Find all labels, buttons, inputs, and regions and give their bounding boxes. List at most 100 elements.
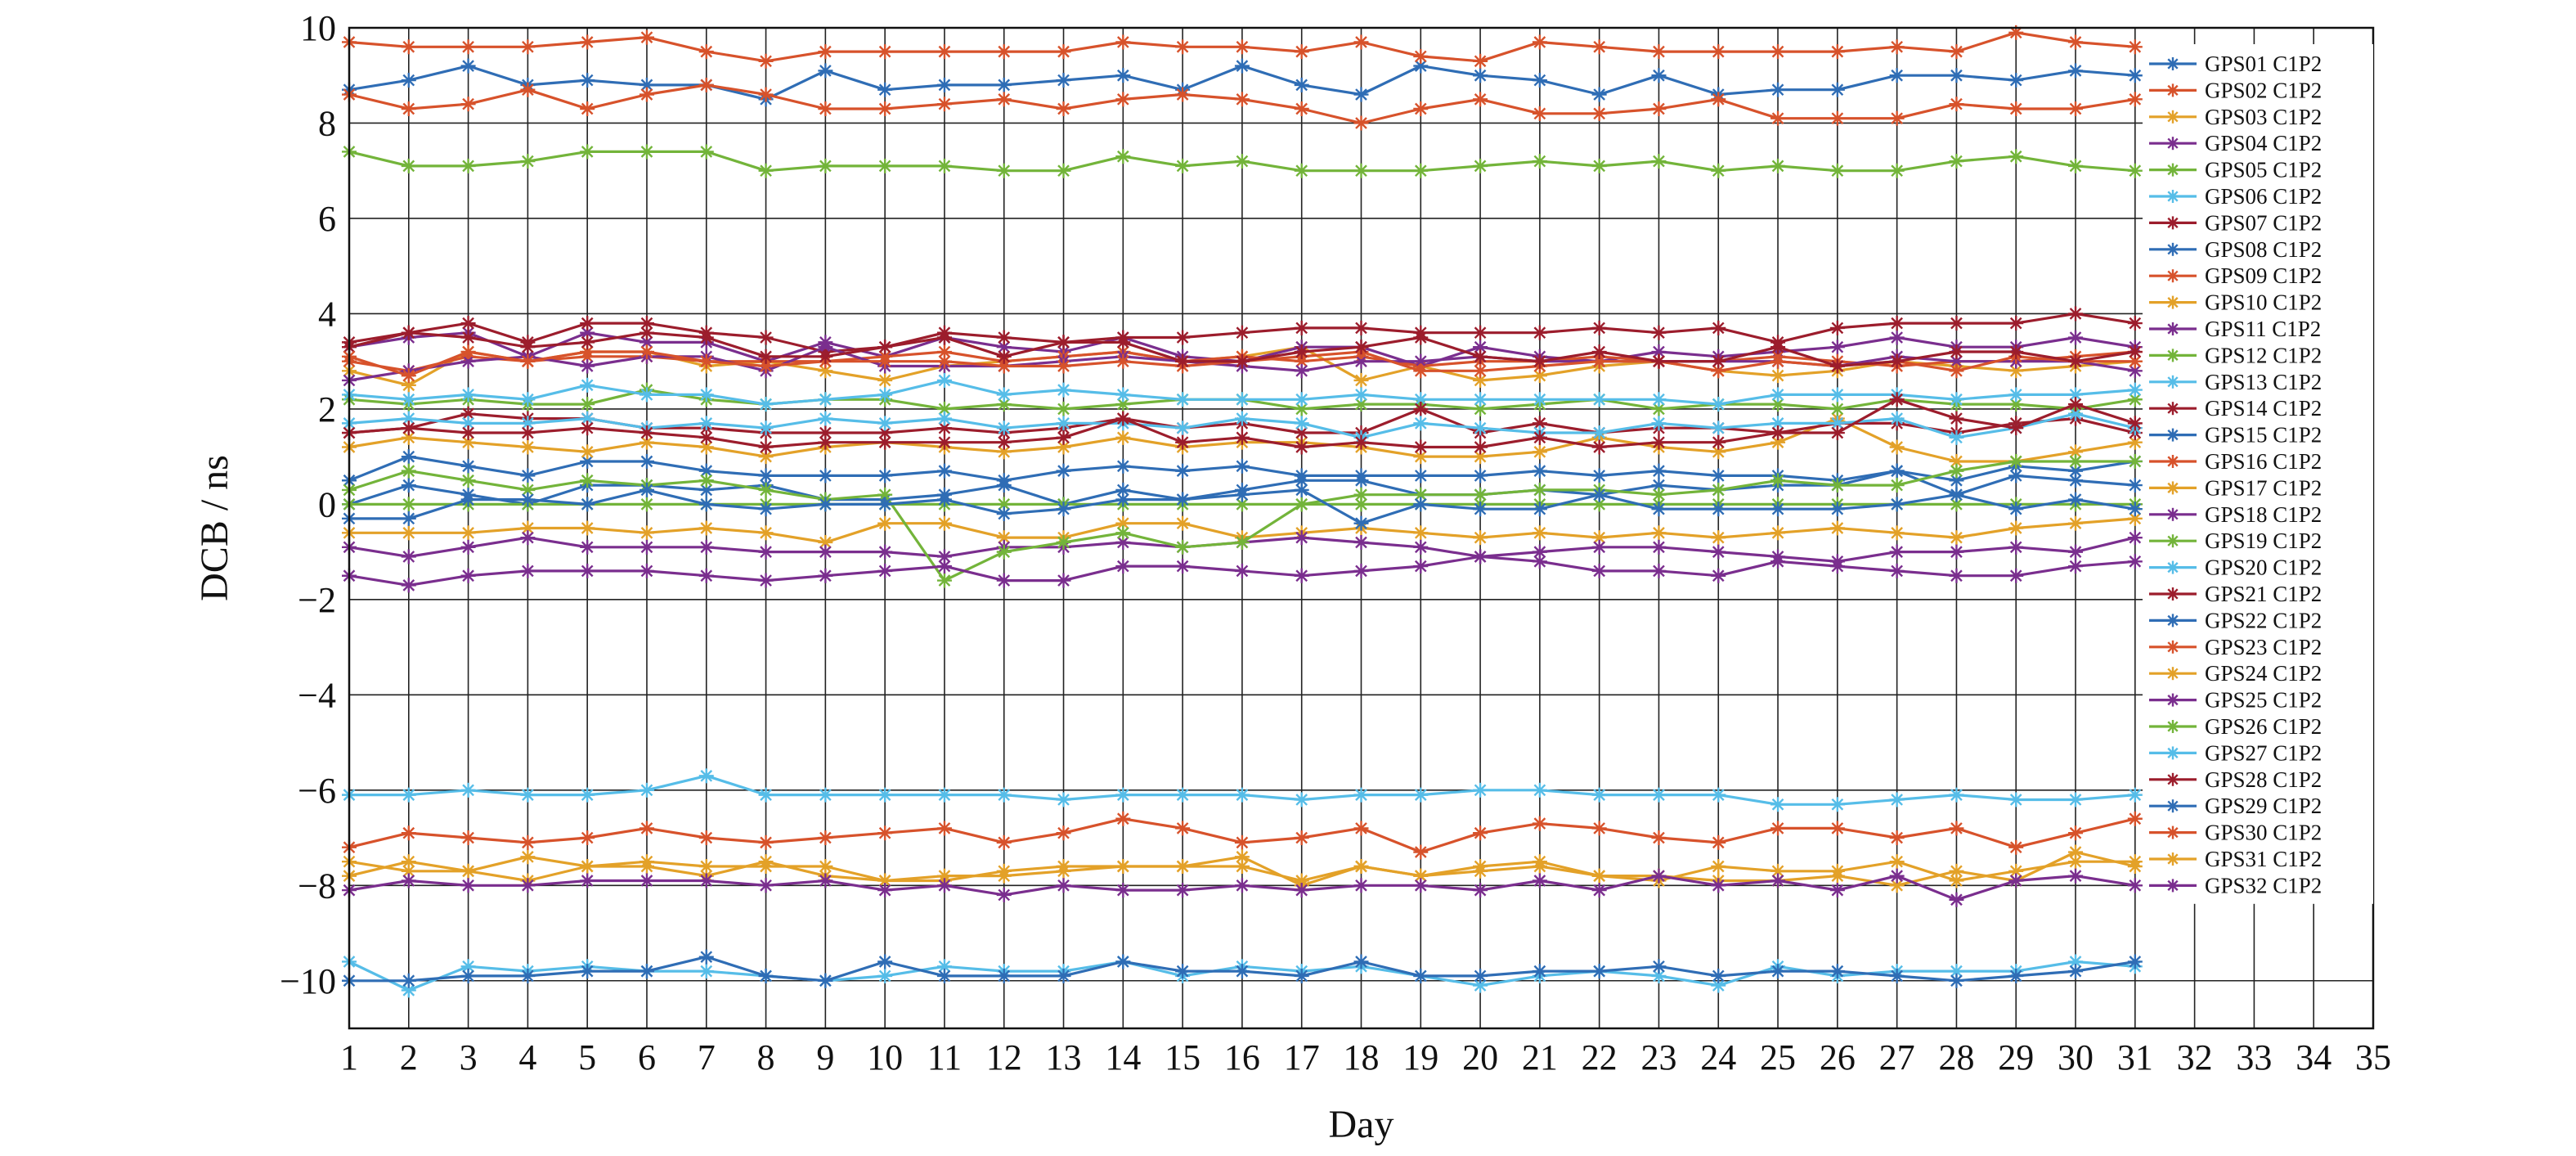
data-point: [460, 39, 476, 55]
x-tick-label: 2: [400, 1037, 418, 1077]
data-point: [698, 768, 714, 784]
data-point: [580, 397, 595, 412]
data-point: [580, 444, 595, 460]
data-point: [1234, 563, 1250, 578]
data-point: [818, 568, 833, 583]
data-point: [1532, 34, 1547, 50]
data-point: [877, 968, 893, 983]
data-point: [1294, 163, 1309, 178]
data-point: [936, 411, 952, 426]
legend-marker: [2166, 693, 2179, 707]
x-tick-label: 26: [1820, 1037, 1856, 1077]
data-point: [1889, 854, 1905, 870]
data-point: [1115, 458, 1131, 474]
data-point: [1591, 158, 1607, 173]
data-point: [1473, 502, 1488, 517]
data-point: [1175, 787, 1191, 803]
legend-item: GPS07 C1P2: [2149, 210, 2322, 235]
data-point: [580, 101, 595, 117]
data-point: [818, 497, 833, 512]
data-point: [1829, 320, 1845, 335]
data-point: [1651, 563, 1667, 578]
data-point: [698, 873, 714, 888]
data-point: [520, 834, 536, 850]
data-point: [2008, 387, 2024, 403]
x-tick-label: 8: [757, 1037, 775, 1077]
data-point: [1591, 87, 1607, 102]
data-point: [520, 492, 536, 507]
data-point: [698, 353, 714, 369]
y-tick-label: −10: [280, 961, 336, 1001]
data-point: [2127, 787, 2143, 803]
data-point: [818, 544, 833, 560]
y-tick-label: 2: [318, 389, 336, 430]
data-point: [1115, 92, 1131, 107]
data-point: [996, 330, 1012, 345]
data-point: [698, 473, 714, 488]
data-point: [1829, 883, 1845, 898]
x-tick-label: 30: [2058, 1037, 2094, 1077]
data-point: [1175, 858, 1191, 874]
data-point: [758, 439, 774, 455]
data-point: [1829, 163, 1845, 178]
data-point: [2068, 34, 2084, 50]
data-point: [1413, 559, 1429, 574]
legend-marker: [2166, 720, 2179, 733]
data-point: [996, 44, 1012, 60]
data-point: [2008, 873, 2024, 888]
legend-label: GPS25 C1P2: [2205, 688, 2322, 713]
data-point: [460, 97, 476, 112]
data-point: [401, 478, 416, 493]
legend-label: GPS10 C1P2: [2205, 290, 2322, 315]
legend-item: GPS12 C1P2: [2149, 343, 2322, 367]
data-point: [1829, 44, 1845, 60]
legend-item: GPS04 C1P2: [2149, 131, 2322, 155]
legend-marker: [2166, 83, 2179, 97]
data-point: [1711, 482, 1726, 497]
data-point: [996, 397, 1012, 412]
data-point: [698, 964, 714, 979]
data-point: [758, 573, 774, 588]
data-point: [1711, 787, 1726, 803]
data-point: [1353, 563, 1369, 578]
data-point: [580, 344, 595, 360]
data-point: [2127, 811, 2143, 826]
data-point: [818, 973, 833, 988]
data-point: [2127, 954, 2143, 969]
data-point: [639, 964, 654, 979]
legend-marker: [2166, 825, 2179, 839]
data-point: [2127, 478, 2143, 493]
y-tick-label: −8: [298, 866, 336, 906]
data-point: [639, 858, 654, 874]
data-point: [1770, 473, 1786, 488]
legend-marker: [2166, 640, 2179, 654]
data-point: [877, 416, 893, 431]
series-gps02: [342, 77, 2143, 131]
data-point: [401, 854, 416, 870]
legend-label: GPS31 C1P2: [2205, 847, 2322, 871]
data-point: [1889, 463, 1905, 479]
data-point: [2068, 330, 2084, 345]
data-point: [936, 959, 952, 974]
series-gps29: [342, 482, 2143, 531]
data-point: [1889, 39, 1905, 55]
data-point: [1056, 968, 1071, 983]
data-point: [1473, 858, 1488, 874]
x-tick-label: 5: [578, 1037, 596, 1077]
data-point: [460, 863, 476, 879]
data-point: [1949, 344, 1964, 360]
legend-marker: [2166, 216, 2179, 230]
data-point: [520, 968, 536, 983]
x-tick-label: 22: [1582, 1037, 1618, 1077]
data-point: [580, 316, 595, 331]
data-point: [1711, 968, 1726, 983]
data-point: [1711, 978, 1726, 993]
data-point: [877, 158, 893, 173]
data-point: [996, 478, 1012, 493]
data-point: [1234, 353, 1250, 369]
data-point: [1949, 473, 1964, 488]
data-point: [2068, 559, 2084, 574]
data-point: [2068, 306, 2084, 322]
data-point: [1413, 497, 1429, 512]
data-point: [1711, 320, 1726, 335]
